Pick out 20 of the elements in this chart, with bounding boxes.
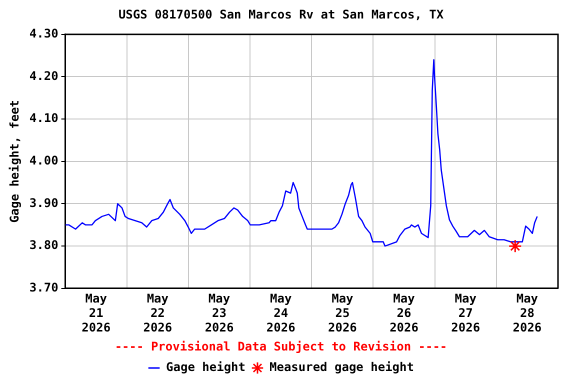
y-tick-label: 3.70 <box>29 280 58 295</box>
y-tick-label: 4.30 <box>29 26 58 41</box>
x-tick-label: May 23 2026 <box>204 292 234 335</box>
x-tick-label: May 27 2026 <box>451 292 480 335</box>
x-tick-label: May 25 2026 <box>328 292 357 335</box>
y-tick-label: 3.80 <box>29 238 58 252</box>
x-tick-label: May 26 2026 <box>390 292 418 335</box>
legend-label: Gage height <box>166 360 246 374</box>
y-axis-title: Gage height, feet <box>7 100 22 223</box>
y-tick-label: 4.10 <box>29 111 58 126</box>
text: ---- Provisional Data Subject to Revision ---- <box>114 340 448 354</box>
x-tick-label: May 24 2026 <box>266 292 296 335</box>
legend-label: Measured gage height <box>269 360 414 374</box>
y-tick-label: 3.90 <box>29 196 58 210</box>
x-tick-label: May 21 2026 <box>82 292 111 335</box>
x-tick-label: May 22 2026 <box>143 292 172 335</box>
chart-title: USGS 08170500 San Marcos Rv at San Marcos, TX <box>118 7 444 22</box>
y-tick-label: 4.00 <box>29 154 58 168</box>
x-tick-label: May 28 2026 <box>512 292 542 335</box>
y-tick-label: 4.20 <box>29 68 58 83</box>
